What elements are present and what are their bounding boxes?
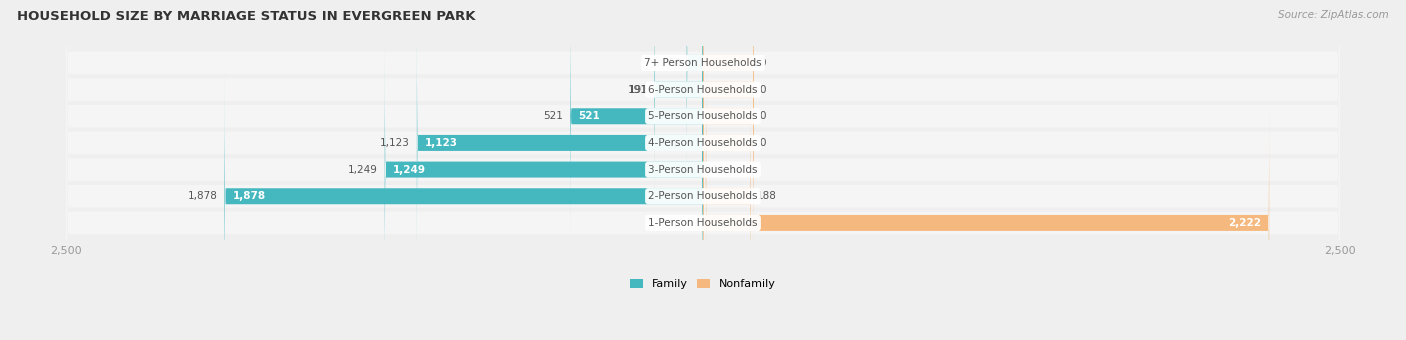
FancyBboxPatch shape — [66, 0, 1340, 340]
FancyBboxPatch shape — [703, 0, 754, 188]
Text: 1,249: 1,249 — [347, 165, 378, 175]
Text: 13: 13 — [711, 165, 725, 175]
FancyBboxPatch shape — [703, 18, 754, 268]
FancyBboxPatch shape — [703, 98, 1270, 340]
Text: 521: 521 — [579, 111, 600, 121]
Text: 1,123: 1,123 — [380, 138, 409, 148]
Text: 3-Person Households: 3-Person Households — [648, 165, 758, 175]
Text: 2-Person Households: 2-Person Households — [648, 191, 758, 201]
Text: 2,222: 2,222 — [1227, 218, 1261, 228]
FancyBboxPatch shape — [66, 0, 1340, 340]
Text: 1-Person Households: 1-Person Households — [648, 218, 758, 228]
Text: 6-Person Households: 6-Person Households — [648, 85, 758, 95]
FancyBboxPatch shape — [571, 0, 703, 242]
Text: 1,249: 1,249 — [394, 165, 426, 175]
FancyBboxPatch shape — [703, 0, 754, 242]
Text: Source: ZipAtlas.com: Source: ZipAtlas.com — [1278, 10, 1389, 20]
Text: 0: 0 — [759, 138, 766, 148]
FancyBboxPatch shape — [703, 71, 751, 322]
FancyBboxPatch shape — [66, 0, 1340, 318]
Text: 0: 0 — [745, 218, 752, 228]
Legend: Family, Nonfamily: Family, Nonfamily — [630, 279, 776, 289]
FancyBboxPatch shape — [225, 71, 703, 322]
Text: 4-Person Households: 4-Person Households — [648, 138, 758, 148]
FancyBboxPatch shape — [686, 0, 703, 188]
Text: 0: 0 — [759, 85, 766, 95]
Text: 188: 188 — [756, 191, 776, 201]
Text: 7+ Person Households: 7+ Person Households — [644, 58, 762, 68]
Text: 521: 521 — [543, 111, 564, 121]
Text: HOUSEHOLD SIZE BY MARRIAGE STATUS IN EVERGREEN PARK: HOUSEHOLD SIZE BY MARRIAGE STATUS IN EVE… — [17, 10, 475, 23]
Text: 191: 191 — [627, 85, 647, 95]
FancyBboxPatch shape — [66, 0, 1340, 340]
FancyBboxPatch shape — [66, 0, 1340, 340]
Text: 0: 0 — [759, 111, 766, 121]
FancyBboxPatch shape — [66, 0, 1340, 340]
FancyBboxPatch shape — [66, 0, 1340, 340]
Text: 5-Person Households: 5-Person Households — [648, 111, 758, 121]
Text: 1,878: 1,878 — [233, 191, 266, 201]
Text: 0: 0 — [759, 58, 766, 68]
Text: 64: 64 — [668, 58, 681, 68]
FancyBboxPatch shape — [703, 44, 706, 295]
FancyBboxPatch shape — [416, 18, 703, 268]
FancyBboxPatch shape — [654, 0, 703, 215]
Text: 191: 191 — [628, 85, 648, 95]
Text: 64: 64 — [666, 58, 679, 68]
Text: 1,878: 1,878 — [187, 191, 218, 201]
FancyBboxPatch shape — [385, 44, 703, 295]
Text: 1,123: 1,123 — [425, 138, 458, 148]
FancyBboxPatch shape — [703, 0, 754, 215]
